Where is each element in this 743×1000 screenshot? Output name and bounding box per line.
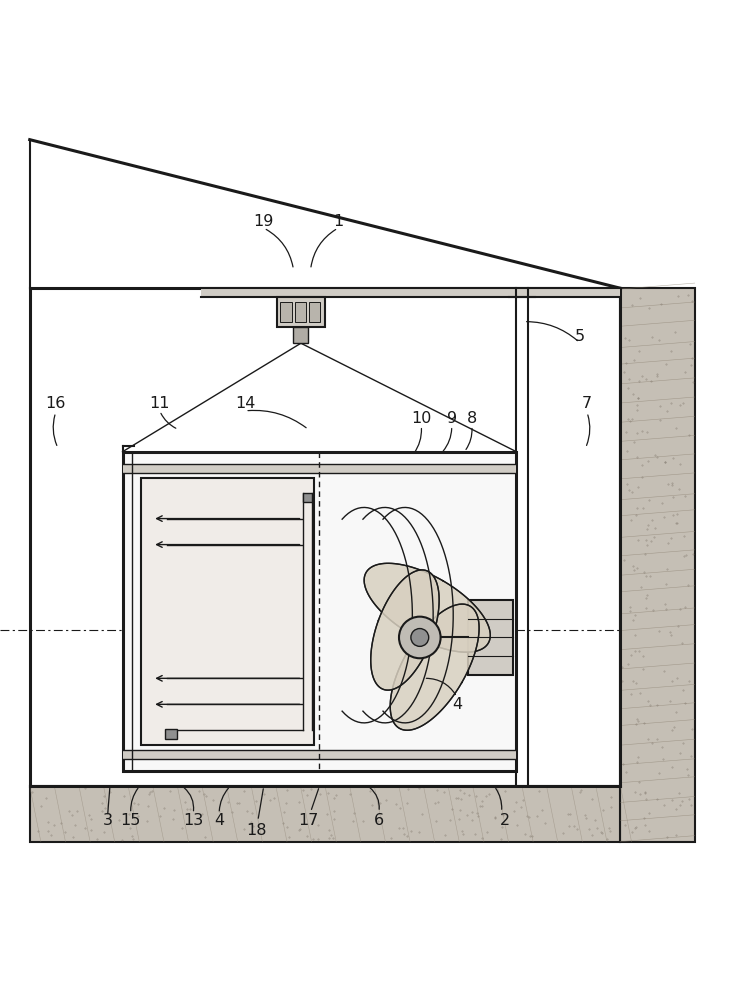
Text: 4: 4 xyxy=(452,697,462,712)
Bar xyxy=(201,288,620,297)
Text: 16: 16 xyxy=(45,396,66,411)
Bar xyxy=(30,786,620,842)
Text: 5: 5 xyxy=(574,329,585,344)
Bar xyxy=(281,302,292,322)
Bar xyxy=(123,452,516,771)
Polygon shape xyxy=(371,570,439,690)
Bar xyxy=(293,327,308,343)
Text: 4: 4 xyxy=(214,813,224,828)
Circle shape xyxy=(399,617,441,658)
Bar xyxy=(468,600,513,675)
Bar xyxy=(123,464,516,473)
Text: 19: 19 xyxy=(253,214,274,229)
Text: 3: 3 xyxy=(103,813,113,828)
Circle shape xyxy=(411,629,429,646)
Bar xyxy=(165,729,177,739)
Text: 8: 8 xyxy=(467,411,477,426)
Text: 2: 2 xyxy=(500,813,510,828)
Text: 15: 15 xyxy=(120,813,140,828)
Text: 1: 1 xyxy=(333,214,343,229)
Bar xyxy=(620,288,695,842)
Bar xyxy=(123,750,516,759)
Text: 7: 7 xyxy=(582,396,592,411)
Bar xyxy=(309,302,320,322)
Bar xyxy=(277,297,325,327)
Text: 9: 9 xyxy=(447,411,457,426)
Text: 6: 6 xyxy=(374,813,384,828)
Text: 14: 14 xyxy=(235,396,256,411)
Bar xyxy=(141,478,314,745)
Polygon shape xyxy=(390,604,479,730)
Text: 10: 10 xyxy=(411,411,432,426)
Text: 11: 11 xyxy=(149,396,170,411)
Bar xyxy=(303,493,312,502)
Text: 13: 13 xyxy=(183,813,204,828)
Bar xyxy=(295,302,306,322)
Text: 18: 18 xyxy=(246,823,267,838)
Polygon shape xyxy=(364,563,490,652)
Text: 17: 17 xyxy=(298,813,319,828)
